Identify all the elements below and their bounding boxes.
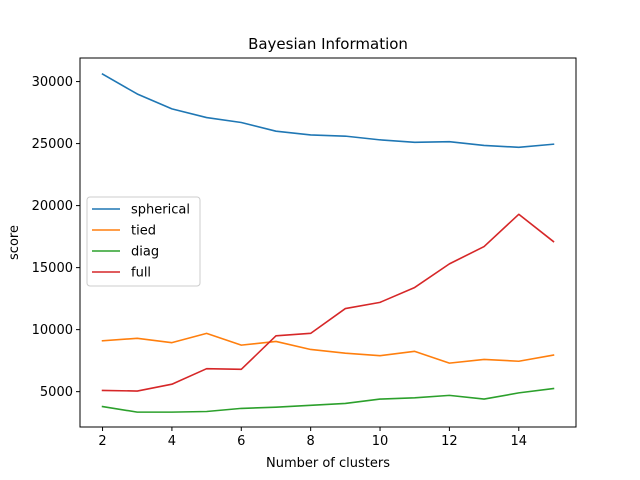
- series-line-spherical: [101, 73, 555, 149]
- x-tick-label: 4: [168, 434, 176, 449]
- legend-label-tied: tied: [131, 224, 156, 239]
- x-axis: 2 4 6 8 10 12 14: [98, 427, 527, 449]
- x-tick-label: 2: [98, 434, 106, 449]
- y-axis-title: score: [7, 225, 22, 260]
- x-tick-label: 10: [372, 434, 389, 449]
- y-axis: 5000 10000 15000 20000 25000 30000: [32, 75, 80, 400]
- y-tick-label: 25000: [32, 137, 73, 152]
- series-line-diag: [101, 387, 555, 413]
- chart-title: Bayesian Information: [248, 35, 408, 53]
- legend-label-diag: diag: [131, 245, 159, 260]
- x-tick-label: 12: [441, 434, 458, 449]
- series-line-full: [101, 213, 555, 392]
- x-tick-label: 8: [307, 434, 315, 449]
- series-layer: [101, 73, 555, 413]
- plot-frame: [79, 57, 577, 428]
- legend-label-spherical: spherical: [131, 203, 190, 218]
- y-tick-label: 10000: [32, 323, 73, 338]
- y-tick-label: 15000: [32, 261, 73, 276]
- y-tick-label: 30000: [32, 75, 73, 90]
- x-axis-title: Number of clusters: [266, 456, 390, 471]
- legend-label-full: full: [131, 266, 151, 281]
- y-tick-label: 5000: [40, 385, 73, 400]
- legend: spherical tied diag full: [86, 196, 201, 287]
- x-tick-label: 6: [237, 434, 245, 449]
- x-tick-label: 14: [510, 434, 527, 449]
- legend-box: [86, 196, 201, 287]
- series-line-tied: [101, 332, 555, 364]
- y-tick-label: 20000: [32, 199, 73, 214]
